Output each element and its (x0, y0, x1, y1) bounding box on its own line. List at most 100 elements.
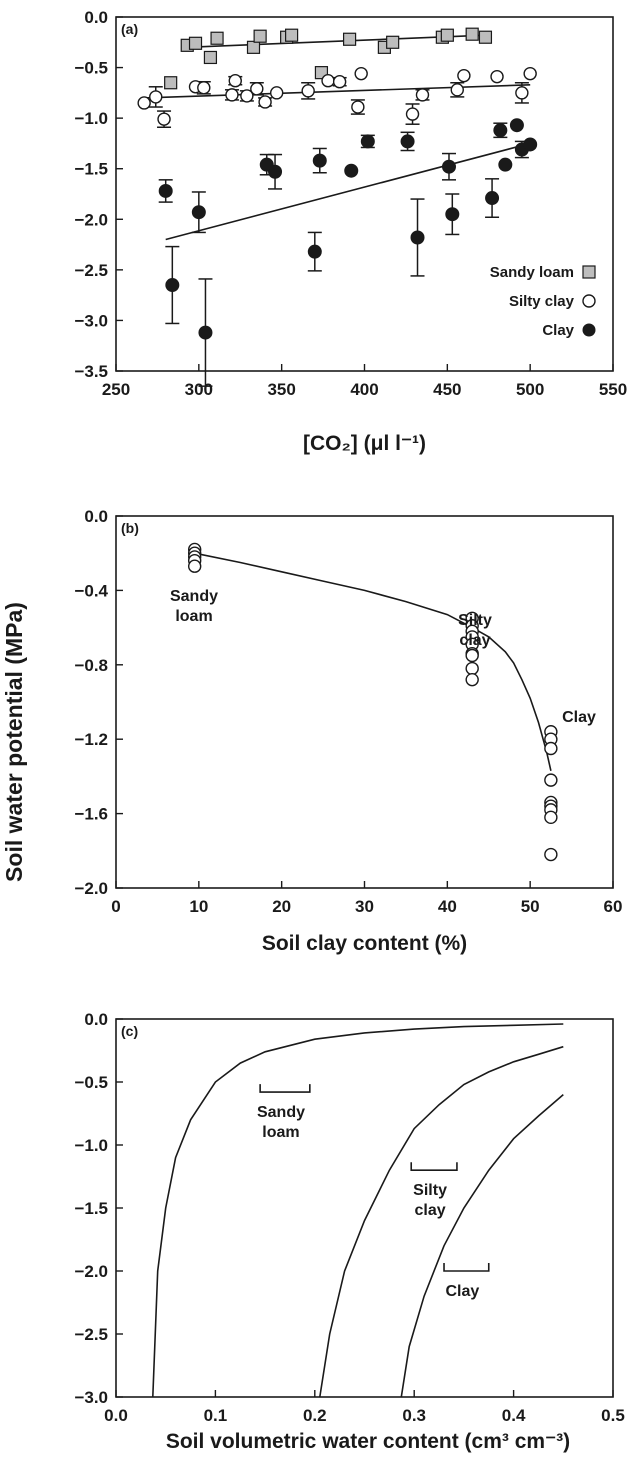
data-point-sandy-loam (164, 76, 178, 90)
y-tick-label: −1.2 (74, 730, 108, 749)
label-sandy-loam: Sandy loam (257, 1104, 305, 1141)
range-bracket-silty-clay (410, 1162, 458, 1171)
x-tick-label: 40 (438, 897, 457, 916)
x-tick-label: 0.2 (303, 1406, 327, 1425)
legend-marker-sandy-loam (582, 265, 596, 279)
fit-line-sandy-loam (187, 34, 486, 49)
x-tick-label: 450 (433, 380, 461, 399)
x-tick-label: 0.5 (601, 1406, 625, 1425)
x-tick-label: 400 (350, 380, 378, 399)
data-point-clay (445, 207, 460, 222)
fit-curve (194, 552, 552, 771)
data-point-silty-clay (137, 96, 151, 110)
data-point (187, 559, 202, 573)
data-point-clay (498, 157, 513, 172)
data-point-clay (307, 244, 322, 259)
data-point-silty-clay (269, 86, 284, 100)
data-point-clay (493, 123, 508, 138)
panel-c: 0.0 0.1 0.2 0.3 0.4 0.5 0.0 −0.5 −1.0 −1.5 −2.0 −2.… (74, 1010, 624, 1453)
data-point (465, 672, 479, 687)
curve-silty-clay (319, 1045, 564, 1398)
legend-label-clay: Clay (542, 322, 574, 339)
data-point (544, 847, 558, 862)
y-tick-label: −1.0 (74, 1136, 108, 1155)
data-point-clay (268, 164, 283, 179)
data-point-clay (400, 134, 415, 149)
y-tick-label: −0.8 (74, 656, 108, 675)
y-tick-label: 0.0 (84, 8, 108, 27)
y-tick-label: −2.0 (74, 1262, 108, 1281)
data-point-sandy-loam (285, 28, 299, 42)
panel-label: (b) (121, 520, 139, 536)
data-point-clay (312, 153, 327, 168)
curve-sandy-loam (152, 1023, 564, 1398)
y-tick-label: −2.0 (74, 879, 108, 898)
data-point-silty-clay (332, 75, 347, 89)
annotation-sandy-loam: Sandy loam (170, 588, 218, 625)
x-tick-label: 20 (272, 897, 291, 916)
data-point-silty-clay (301, 84, 315, 98)
y-tick-label: −2.5 (74, 261, 108, 280)
panel-label: (c) (121, 1023, 138, 1039)
data-point-sandy-loam (478, 30, 493, 44)
data-point-clay (360, 134, 375, 149)
data-point (544, 773, 558, 787)
x-tick-label: 300 (185, 380, 213, 399)
annotation-clay: Clay (562, 709, 596, 726)
panel-label: (a) (121, 21, 138, 37)
data-point-clay (410, 230, 425, 245)
data-point-silty-clay (515, 86, 529, 100)
data-point-silty-clay (258, 95, 272, 109)
data-point-silty-clay (157, 112, 171, 126)
x-tick-label: 500 (516, 380, 544, 399)
x-tick-label: 250 (102, 380, 130, 399)
y-tick-label: −1.0 (74, 109, 108, 128)
x-axis-label: Soil clay content (%) (262, 932, 467, 955)
data-point-silty-clay (490, 69, 504, 84)
y-tick-label: −0.5 (74, 1073, 108, 1092)
data-point-silty-clay (457, 68, 471, 83)
y-tick-label: −0.5 (74, 59, 108, 78)
y-tick-label: −2.5 (74, 1325, 108, 1344)
data-point-clay (344, 163, 359, 178)
data-point-silty-clay (450, 83, 464, 97)
y-tick-label: −2.0 (74, 210, 108, 229)
x-tick-label: 0.1 (204, 1406, 228, 1425)
data-point-sandy-loam (188, 36, 203, 50)
data-point-silty-clay (250, 82, 264, 96)
panel-a: 250 300 350 400 450 500 550 0.0 −0.5 −1.0 −1.5 −2.0… (74, 8, 627, 455)
data-point-silty-clay (149, 90, 163, 104)
data-point-clay (509, 118, 524, 133)
data-point-clay (165, 278, 180, 293)
annotation-silty-clay: Silty clay (458, 612, 492, 649)
data-point-silty-clay (225, 88, 239, 102)
data-point-silty-clay (523, 66, 537, 81)
x-tick-label: 350 (267, 380, 295, 399)
data-point-silty-clay (415, 88, 430, 102)
curve-clay (400, 1093, 564, 1398)
y-tick-label: −1.5 (74, 1199, 108, 1218)
label-silty-clay: Silty clay (413, 1182, 447, 1219)
data-point-silty-clay (405, 107, 420, 121)
panel-b: 0 10 20 30 40 50 60 0.0 −0.4 −0.8 −1.2 −1.6 −2.0 (b) S… (74, 507, 622, 955)
data-point-sandy-loam (342, 32, 357, 46)
legend-marker-clay (582, 323, 596, 337)
x-axis-label: [CO₂] (μl l⁻¹) (303, 432, 426, 455)
x-tick-label: 60 (604, 897, 623, 916)
label-clay: Clay (445, 1283, 479, 1300)
range-bracket-sandy-loam (259, 1084, 311, 1093)
fit-line-silty-clay (144, 84, 531, 99)
x-tick-label: 0.0 (104, 1406, 128, 1425)
y-tick-label: −1.5 (74, 160, 108, 179)
data-point-sandy-loam (386, 35, 400, 49)
data-point (465, 648, 479, 663)
data-point (465, 661, 479, 676)
data-point-silty-clay (240, 89, 254, 103)
data-point-silty-clay (197, 81, 211, 95)
data-point-clay (441, 159, 456, 174)
legend-label-silty-clay: Silty clay (509, 293, 575, 310)
data-point (544, 810, 558, 825)
x-tick-label: 0.3 (402, 1406, 426, 1425)
y-tick-label: −0.4 (74, 581, 108, 600)
